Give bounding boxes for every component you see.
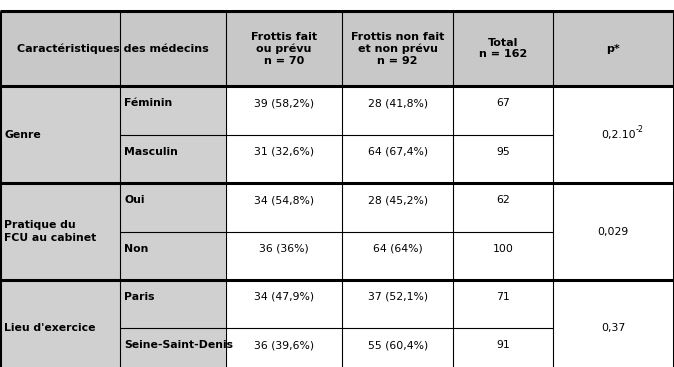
Polygon shape bbox=[0, 135, 226, 183]
Text: 95: 95 bbox=[496, 147, 510, 157]
Text: Seine-Saint-Denis: Seine-Saint-Denis bbox=[124, 341, 233, 350]
Text: Masculin: Masculin bbox=[124, 147, 178, 157]
Text: 67: 67 bbox=[496, 98, 510, 108]
Text: Oui: Oui bbox=[124, 195, 144, 205]
Text: 0,029: 0,029 bbox=[598, 226, 629, 237]
Polygon shape bbox=[0, 11, 674, 86]
Text: Paris: Paris bbox=[124, 292, 154, 302]
Polygon shape bbox=[0, 280, 226, 328]
Polygon shape bbox=[226, 183, 674, 232]
Text: 71: 71 bbox=[496, 292, 510, 302]
Text: 39 (58,2%): 39 (58,2%) bbox=[254, 98, 314, 108]
Polygon shape bbox=[226, 232, 674, 280]
Text: 0,37: 0,37 bbox=[601, 323, 625, 334]
Text: 36 (36%): 36 (36%) bbox=[259, 244, 309, 254]
Text: 64 (64%): 64 (64%) bbox=[373, 244, 423, 254]
Text: Lieu d'exercice: Lieu d'exercice bbox=[4, 323, 96, 334]
Text: 36 (39,6%): 36 (39,6%) bbox=[254, 341, 314, 350]
Text: Genre: Genre bbox=[4, 130, 41, 140]
Polygon shape bbox=[0, 232, 226, 280]
Text: 64 (67,4%): 64 (67,4%) bbox=[367, 147, 428, 157]
Text: 91: 91 bbox=[496, 341, 510, 350]
Text: Non: Non bbox=[124, 244, 148, 254]
Text: Frottis fait
ou prévu
n = 70: Frottis fait ou prévu n = 70 bbox=[251, 32, 317, 66]
Text: Pratique du: Pratique du bbox=[4, 220, 75, 230]
Polygon shape bbox=[0, 86, 226, 135]
Text: FCU au cabinet: FCU au cabinet bbox=[4, 233, 96, 243]
Text: 28 (41,8%): 28 (41,8%) bbox=[367, 98, 428, 108]
Polygon shape bbox=[0, 328, 226, 367]
Text: 31 (32,6%): 31 (32,6%) bbox=[254, 147, 314, 157]
Text: 34 (47,9%): 34 (47,9%) bbox=[254, 292, 314, 302]
Text: -2: -2 bbox=[636, 126, 644, 134]
Text: Frottis non fait
et non prévu
n = 92: Frottis non fait et non prévu n = 92 bbox=[351, 32, 444, 66]
Text: Féminin: Féminin bbox=[124, 98, 173, 108]
Polygon shape bbox=[226, 280, 674, 328]
Text: 100: 100 bbox=[493, 244, 513, 254]
Text: Total
n = 162: Total n = 162 bbox=[479, 38, 527, 59]
Text: p*: p* bbox=[607, 44, 620, 54]
Polygon shape bbox=[226, 86, 674, 135]
Polygon shape bbox=[0, 183, 226, 232]
Polygon shape bbox=[226, 328, 674, 367]
Text: Caractéristiques des médecins: Caractéristiques des médecins bbox=[17, 43, 209, 54]
Text: 37 (52,1%): 37 (52,1%) bbox=[367, 292, 428, 302]
Polygon shape bbox=[226, 135, 674, 183]
Text: 62: 62 bbox=[496, 195, 510, 205]
Text: 28 (45,2%): 28 (45,2%) bbox=[367, 195, 428, 205]
Text: 0,2.10: 0,2.10 bbox=[601, 130, 636, 140]
Text: 34 (54,8%): 34 (54,8%) bbox=[254, 195, 314, 205]
Text: 55 (60,4%): 55 (60,4%) bbox=[367, 341, 428, 350]
